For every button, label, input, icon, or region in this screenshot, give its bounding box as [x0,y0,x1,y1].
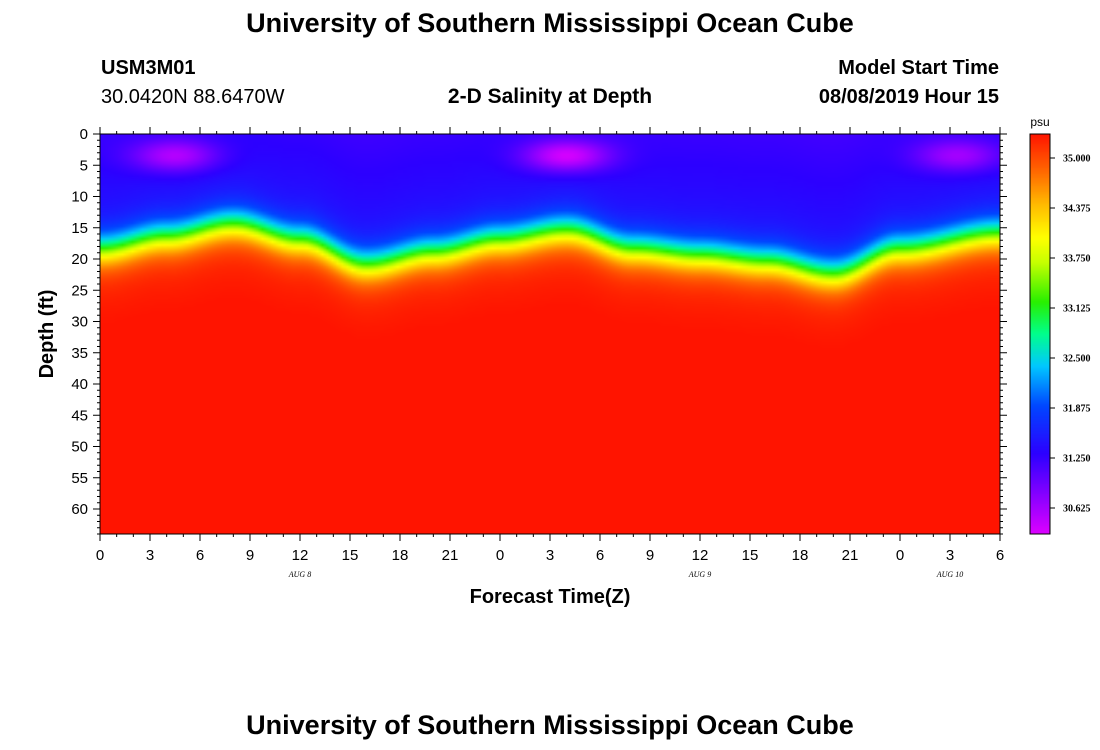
y-tick-label: 40 [71,376,88,393]
x-tick-label: 12 [692,547,709,564]
x-tick-label: 6 [996,547,1004,564]
date-label: AUG 8 [288,570,311,579]
y-tick-label: 55 [71,470,88,487]
x-tick-label: 21 [442,547,459,564]
page-title-bottom: University of Southern Mississippi Ocean… [246,710,854,740]
colorbar-tick-label: 30.625 [1063,504,1091,515]
y-tick-label: 30 [71,314,88,331]
colorbar-tick-label: 31.250 [1063,454,1091,465]
y-tick-label: 5 [80,157,88,174]
y-tick-label: 25 [71,282,88,299]
date-labels: AUG 8 AUG 9 AUG 10 [288,570,963,579]
colorbar-tick-label: 31.875 [1063,404,1091,415]
colorbar-ticks: 35.000 34.375 33.750 33.125 32.500 31.875 31.2… [1050,154,1091,515]
x-tick-label: 3 [946,547,954,564]
station-coordinates: 30.0420N 88.6470W [101,86,285,108]
y-tick-label: 0 [80,126,88,143]
x-tick-label: 6 [596,547,604,564]
y-tick-label: 50 [71,439,88,456]
model-start-label: Model Start Time [838,57,999,79]
x-tick-label: 9 [246,547,254,564]
model-start-value: 08/08/2019 Hour 15 [818,86,999,108]
y-axis: 0 5 10 15 20 25 30 35 40 45 50 55 60 [71,126,1007,535]
x-tick-label: 18 [792,547,809,564]
x-tick-label: 0 [496,547,504,564]
colorbar-unit-label: psu [1030,115,1049,129]
x-tick-label: 3 [146,547,154,564]
colorbar-tick-label: 34.375 [1063,204,1091,215]
y-tick-label: 35 [71,345,88,362]
x-tick-label: 12 [292,547,309,564]
x-tick-label: 15 [742,547,759,564]
colorbar-gradient [1030,134,1050,534]
y-tick-label: 10 [71,189,88,206]
x-tick-label: 0 [896,547,904,564]
date-label: AUG 10 [936,570,963,579]
y-tick-label: 20 [71,251,88,268]
y-tick-label: 45 [71,407,88,424]
x-tick-label: 6 [196,547,204,564]
x-axis: 0 3 6 9 12 15 18 21 0 3 6 9 12 15 18 21 0 3 6 [96,127,1004,564]
colorbar-frame [1029,133,1051,535]
colorbar-tick-label: 33.125 [1063,304,1091,315]
y-tick-label: 15 [71,220,88,237]
page-title-top: University of Southern Mississippi Ocean… [246,8,854,38]
colorbar-tick-label: 35.000 [1063,154,1091,165]
colorbar-tick-label: 33.750 [1063,254,1091,265]
date-label: AUG 9 [688,570,711,579]
y-axis-title: Depth (ft) [36,290,58,379]
x-tick-label: 3 [546,547,554,564]
salinity-heatmap [100,134,1000,534]
x-tick-label: 18 [392,547,409,564]
x-tick-label: 0 [96,547,104,564]
plot-subtitle: 2-D Salinity at Depth [447,85,653,108]
x-axis-title: Forecast Time(Z) [470,586,631,608]
station-id: USM3M01 [101,57,196,79]
colorbar-tick-label: 32.500 [1063,354,1091,365]
x-tick-label: 9 [646,547,654,564]
y-tick-label: 60 [71,501,88,518]
x-tick-label: 21 [842,547,859,564]
x-tick-label: 15 [342,547,359,564]
